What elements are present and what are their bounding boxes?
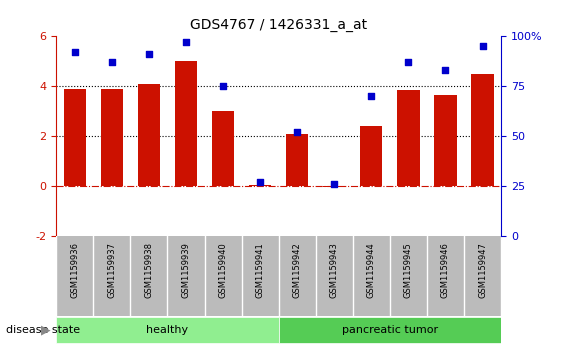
Text: GSM1159944: GSM1159944 bbox=[367, 242, 376, 298]
Bar bbox=[435, 95, 457, 186]
Text: GSM1159939: GSM1159939 bbox=[181, 242, 190, 298]
Point bbox=[181, 40, 190, 45]
Text: GSM1159943: GSM1159943 bbox=[330, 242, 339, 298]
Point bbox=[293, 129, 302, 135]
Point bbox=[70, 49, 79, 55]
Bar bbox=[471, 74, 494, 186]
Point bbox=[367, 93, 376, 99]
Text: healthy: healthy bbox=[146, 325, 189, 335]
Title: GDS4767 / 1426331_a_at: GDS4767 / 1426331_a_at bbox=[190, 19, 367, 33]
Text: GSM1159938: GSM1159938 bbox=[145, 242, 154, 298]
Bar bbox=[212, 111, 234, 186]
Text: GSM1159941: GSM1159941 bbox=[256, 242, 265, 298]
Bar bbox=[249, 185, 271, 186]
Text: disease state: disease state bbox=[6, 325, 80, 335]
Point bbox=[330, 181, 339, 187]
Text: GSM1159937: GSM1159937 bbox=[108, 242, 117, 298]
Text: ▶: ▶ bbox=[41, 324, 51, 337]
Bar bbox=[323, 186, 346, 187]
Point bbox=[108, 59, 117, 65]
Point bbox=[441, 68, 450, 73]
Point bbox=[218, 83, 227, 89]
Text: GSM1159940: GSM1159940 bbox=[218, 242, 227, 298]
Bar bbox=[64, 89, 86, 186]
Bar bbox=[279, 317, 501, 343]
Text: GSM1159936: GSM1159936 bbox=[70, 242, 79, 298]
Text: GSM1159942: GSM1159942 bbox=[293, 242, 302, 298]
Point bbox=[404, 59, 413, 65]
Bar bbox=[56, 317, 279, 343]
Point bbox=[256, 179, 265, 185]
Bar bbox=[138, 84, 160, 186]
Text: GSM1159947: GSM1159947 bbox=[478, 242, 487, 298]
Text: pancreatic tumor: pancreatic tumor bbox=[342, 325, 438, 335]
Point bbox=[145, 52, 154, 57]
Bar bbox=[397, 90, 419, 186]
Bar bbox=[175, 61, 197, 186]
Bar bbox=[101, 89, 123, 186]
Point bbox=[478, 44, 487, 49]
Bar bbox=[286, 134, 309, 186]
Bar bbox=[360, 126, 382, 186]
Text: GSM1159946: GSM1159946 bbox=[441, 242, 450, 298]
Text: GSM1159945: GSM1159945 bbox=[404, 242, 413, 298]
